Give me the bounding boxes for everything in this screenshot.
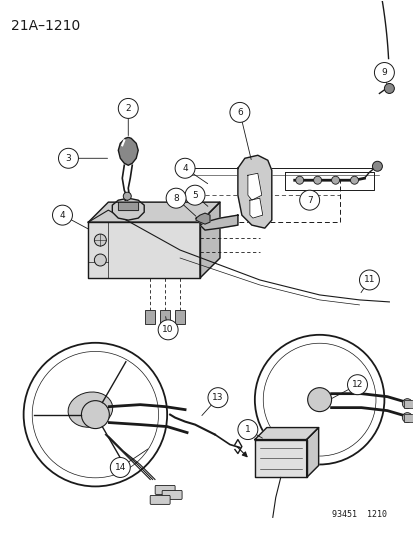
Polygon shape [254,427,318,440]
Circle shape [373,62,394,83]
Circle shape [110,457,130,478]
FancyBboxPatch shape [404,400,413,408]
Circle shape [307,387,331,411]
Text: 3: 3 [65,154,71,163]
Circle shape [313,176,321,184]
Text: 10: 10 [162,325,173,334]
Circle shape [94,254,106,266]
Text: 4: 4 [182,164,188,173]
Circle shape [94,234,106,246]
Polygon shape [199,215,237,230]
Text: 93451  1210: 93451 1210 [331,510,386,519]
Circle shape [331,176,339,184]
Text: 13: 13 [212,393,223,402]
Circle shape [295,176,303,184]
Text: 12: 12 [351,380,362,389]
Polygon shape [247,173,261,200]
Circle shape [347,375,367,394]
Circle shape [372,161,382,171]
Text: 11: 11 [363,276,374,285]
Polygon shape [306,427,318,478]
Circle shape [229,102,249,123]
Ellipse shape [68,392,112,427]
FancyBboxPatch shape [145,310,155,324]
Circle shape [175,158,195,178]
FancyBboxPatch shape [150,495,170,504]
Text: 14: 14 [114,463,126,472]
Polygon shape [118,138,138,165]
Circle shape [350,176,358,184]
FancyBboxPatch shape [175,310,185,324]
Polygon shape [254,440,306,478]
Polygon shape [199,202,219,278]
FancyBboxPatch shape [162,490,182,499]
Text: 8: 8 [173,193,178,203]
Text: 5: 5 [192,191,197,200]
Polygon shape [196,213,209,224]
FancyBboxPatch shape [404,414,413,422]
Circle shape [358,270,378,290]
Circle shape [237,419,257,440]
FancyBboxPatch shape [155,486,175,495]
Text: 9: 9 [381,68,386,77]
Text: 2: 2 [125,104,131,113]
Circle shape [207,387,228,408]
Polygon shape [118,202,138,210]
Polygon shape [237,155,271,228]
Circle shape [299,190,319,210]
Circle shape [81,401,109,429]
Polygon shape [112,198,144,220]
Polygon shape [88,222,199,278]
Circle shape [401,413,411,423]
Circle shape [123,192,131,200]
Circle shape [58,148,78,168]
Text: 6: 6 [236,108,242,117]
Text: 4: 4 [59,211,65,220]
Text: 21A–1210: 21A–1210 [11,19,80,33]
Polygon shape [88,202,219,222]
Text: 1: 1 [244,425,250,434]
Circle shape [158,320,178,340]
FancyBboxPatch shape [160,310,170,324]
Circle shape [384,84,394,93]
Circle shape [166,188,185,208]
Circle shape [52,205,72,225]
Polygon shape [249,198,262,218]
Circle shape [118,99,138,118]
Circle shape [185,185,204,205]
Text: 7: 7 [306,196,312,205]
Circle shape [401,399,411,409]
